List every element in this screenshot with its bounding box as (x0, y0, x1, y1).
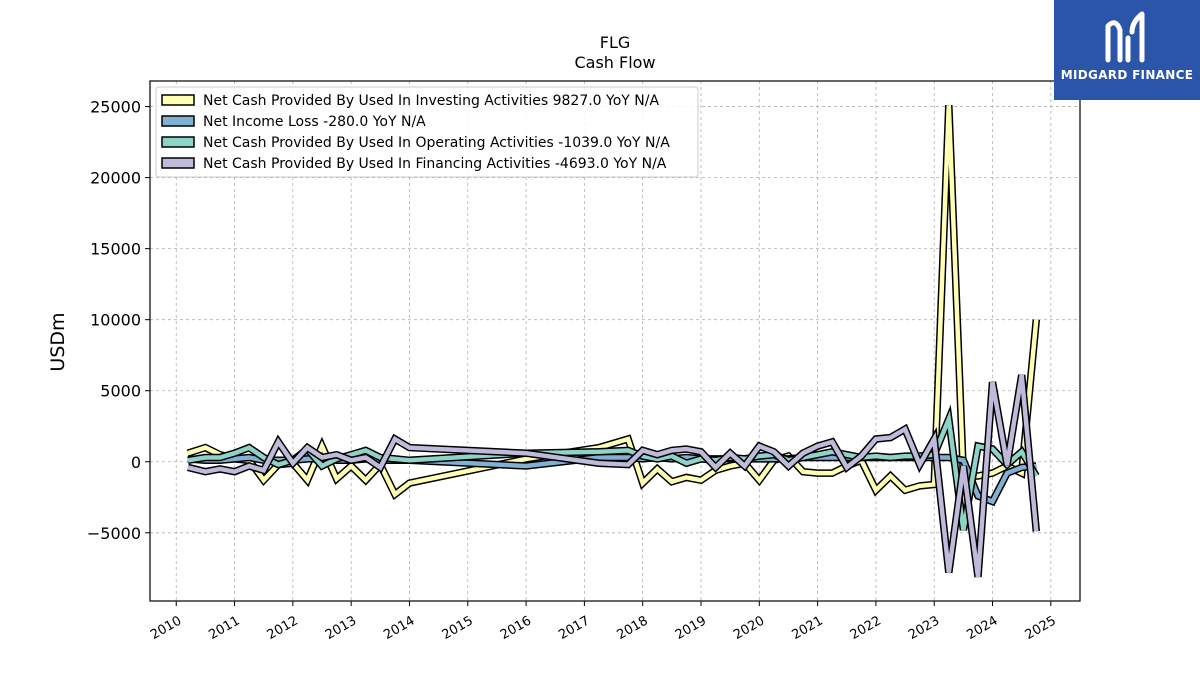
plot-area-frame (149, 80, 1081, 602)
x-tick-label: 2012 (265, 613, 301, 643)
x-tick-label: 2022 (848, 613, 884, 643)
legend-swatch (161, 136, 195, 148)
x-tick-label: 2019 (673, 613, 709, 643)
x-tick-label: 2011 (206, 613, 242, 643)
legend-entry: Net Cash Provided By Used In Operating A… (203, 135, 670, 151)
axis-ticks: −5000 0 5000 10000 15000 20000 25000 2010 2011 20… (87, 98, 1059, 643)
midgard-logo: MIDGARD FINANCE (1054, 0, 1200, 100)
x-tick-label: 2014 (381, 613, 417, 643)
y-axis-label: USDm (47, 312, 69, 371)
legend-box (155, 86, 699, 178)
legend-entry: Net Income Loss -280.0 YoY N/A (203, 114, 426, 130)
x-tick-label: 2015 (440, 613, 476, 643)
x-tick-label: 2016 (498, 613, 534, 643)
y-tick-label: −5000 (87, 524, 141, 543)
y-tick-label: 5000 (100, 382, 141, 401)
series-outline (187, 374, 1041, 578)
midgard-logo-icon (1105, 11, 1145, 63)
series-line (187, 374, 1039, 578)
y-tick-label: 10000 (90, 311, 141, 330)
grid-layer (150, 81, 1080, 601)
x-tick-label: 2013 (323, 613, 359, 643)
logo-text: MIDGARD FINANCE (1060, 68, 1194, 82)
y-tick-label: 15000 (90, 240, 141, 259)
chart-subtitle: Cash Flow (574, 53, 655, 72)
x-tick-label: 2020 (731, 613, 767, 643)
x-tick-label: 2021 (789, 613, 825, 643)
x-tick-label: 2010 (148, 613, 184, 643)
x-tick-label: 2017 (556, 613, 592, 643)
legend-entry: Net Cash Provided By Used In Investing A… (203, 93, 659, 109)
legend-entry: Net Cash Provided By Used In Financing A… (203, 156, 667, 172)
x-tick-label: 2024 (964, 613, 1000, 643)
legend-swatch (161, 94, 195, 106)
x-tick-label: 2023 (906, 613, 942, 643)
y-tick-label: 25000 (90, 98, 141, 117)
legend-swatch (161, 157, 195, 169)
chart-title: FLG (600, 33, 631, 52)
x-tick-label: 2018 (615, 613, 651, 643)
x-tick-label: 2025 (1023, 613, 1059, 643)
y-tick-label: 0 (131, 453, 141, 472)
legend-swatch (161, 115, 195, 127)
y-tick-label: 20000 (90, 169, 141, 188)
legend: Net Cash Provided By Used In Investing A… (155, 86, 699, 178)
series-layer (186, 105, 1041, 578)
series-line (187, 105, 1039, 498)
